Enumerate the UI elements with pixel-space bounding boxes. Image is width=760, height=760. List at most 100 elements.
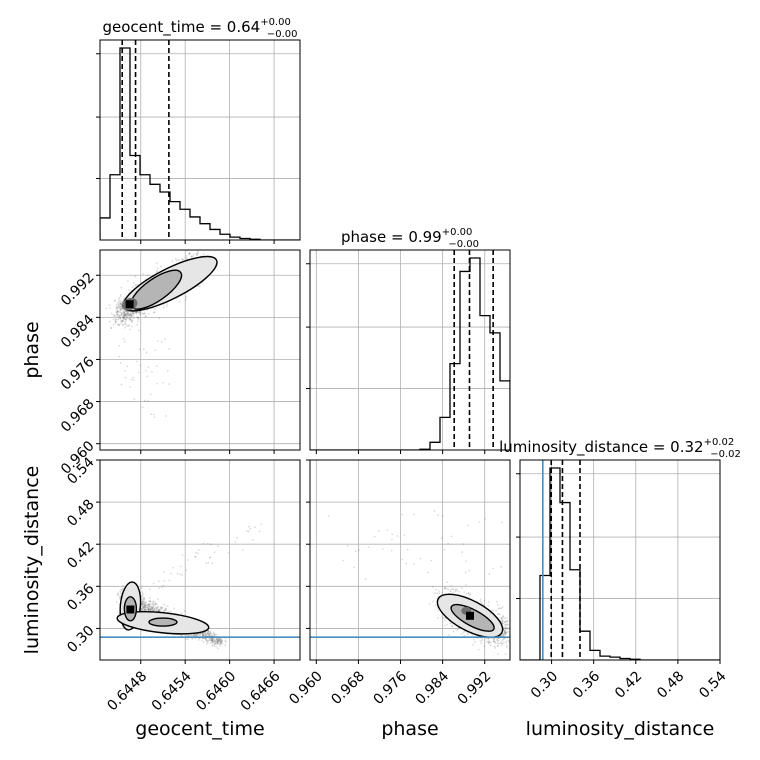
sample-point <box>254 526 257 529</box>
density-peak <box>126 605 135 614</box>
sample-point <box>196 252 198 255</box>
sample-point <box>481 601 484 604</box>
sample-point <box>141 600 144 603</box>
sample-point <box>179 573 182 575</box>
sample-point <box>208 631 211 634</box>
sample-point <box>132 379 135 382</box>
sample-point <box>144 606 147 608</box>
sample-point <box>141 600 144 603</box>
sample-point <box>110 327 113 329</box>
sample-point <box>130 378 133 381</box>
x-tick-label: 0.6466 <box>238 668 284 714</box>
sample-point <box>113 314 116 317</box>
sample-point <box>214 640 217 643</box>
sample-point <box>119 315 122 317</box>
y-tick-label: 0.36 <box>64 581 97 614</box>
sample-point <box>168 383 170 386</box>
sample-point <box>136 316 139 319</box>
sample-point <box>119 592 122 595</box>
sample-point <box>464 571 467 574</box>
sample-point <box>501 632 504 635</box>
sample-point <box>124 370 126 372</box>
sample-point <box>210 637 213 640</box>
sample-point <box>122 298 125 301</box>
sample-point <box>119 302 121 305</box>
sample-point <box>386 528 389 531</box>
sample-point <box>176 572 179 575</box>
sample-point <box>413 513 415 516</box>
sample-point <box>130 315 132 317</box>
sample-point <box>217 639 220 642</box>
sample-point <box>132 311 135 313</box>
sample-point <box>146 608 149 611</box>
sample-point <box>205 634 208 637</box>
sample-point <box>142 598 145 600</box>
sample-point <box>108 320 111 323</box>
sample-point <box>154 603 157 606</box>
sample-point <box>164 609 167 612</box>
sample-point <box>166 633 169 636</box>
sample-point <box>207 641 209 644</box>
sample-point <box>498 642 501 645</box>
sample-point <box>128 317 131 320</box>
sample-point <box>150 608 153 610</box>
sample-point <box>213 631 215 634</box>
sample-point <box>147 603 149 606</box>
sample-point <box>211 639 214 641</box>
sample-point <box>202 634 205 637</box>
sample-point <box>506 623 508 626</box>
panel-title-geocent_time: geocent_time = 0.64+0.00 −0.00 <box>103 17 298 40</box>
sample-point <box>125 315 128 318</box>
sample-point <box>120 286 123 289</box>
sample-point <box>138 329 141 332</box>
sample-point <box>206 632 209 634</box>
sample-point <box>135 311 138 314</box>
sample-point <box>115 308 118 311</box>
sample-point <box>126 312 129 315</box>
sample-point <box>464 584 467 586</box>
sample-point <box>123 297 126 299</box>
sample-point <box>128 313 131 316</box>
sample-point <box>498 607 501 610</box>
sample-point <box>119 320 122 323</box>
sample-point <box>120 303 122 305</box>
sample-point <box>249 527 252 530</box>
sample-point <box>209 630 212 633</box>
sample-point <box>436 617 439 619</box>
sample-point <box>118 306 121 309</box>
sample-point <box>135 312 138 315</box>
sample-point <box>157 608 160 611</box>
sample-point <box>126 325 129 328</box>
sample-point <box>214 642 216 645</box>
sample-point <box>211 639 214 642</box>
sample-point <box>456 589 459 592</box>
sample-point <box>502 634 505 637</box>
sample-point <box>496 613 499 616</box>
sample-point <box>504 653 507 655</box>
sample-point <box>119 302 122 305</box>
sample-point <box>151 606 153 609</box>
sample-point <box>117 298 120 301</box>
sample-point <box>123 311 125 314</box>
sample-point <box>162 584 165 587</box>
sample-point <box>434 592 436 595</box>
sample-point <box>199 632 202 635</box>
sample-point <box>153 311 156 314</box>
sample-point <box>200 639 203 642</box>
sample-point <box>215 640 218 643</box>
sample-point <box>478 521 481 523</box>
sample-point <box>165 608 168 610</box>
sample-point <box>130 321 133 324</box>
sample-point <box>157 609 159 611</box>
sample-point <box>158 587 161 589</box>
sample-point <box>124 313 127 316</box>
sample-point <box>129 313 132 316</box>
sample-point <box>354 550 357 553</box>
sample-point <box>120 361 122 364</box>
sample-point <box>155 262 158 265</box>
sample-point <box>147 608 150 611</box>
sample-point <box>181 574 183 576</box>
sample-point <box>164 338 167 340</box>
sample-point <box>155 609 158 612</box>
